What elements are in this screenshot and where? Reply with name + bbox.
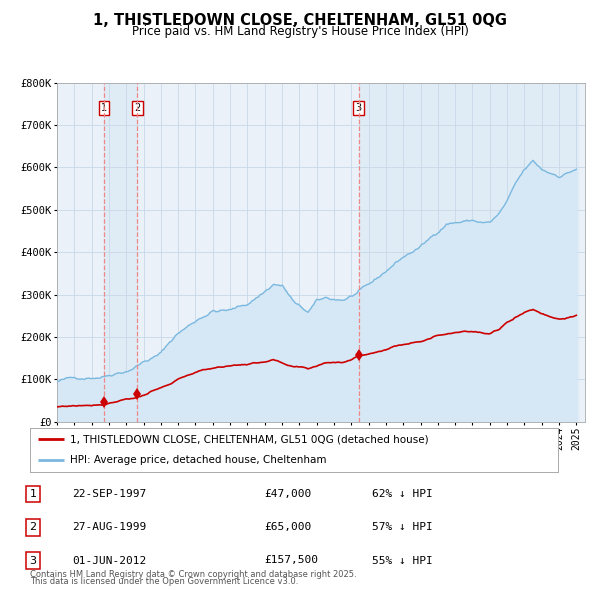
- Text: HPI: Average price, detached house, Cheltenham: HPI: Average price, detached house, Chel…: [70, 455, 326, 466]
- Text: 1: 1: [101, 103, 107, 113]
- Text: 2: 2: [134, 103, 140, 113]
- Text: 3: 3: [356, 103, 362, 113]
- Text: Price paid vs. HM Land Registry's House Price Index (HPI): Price paid vs. HM Land Registry's House …: [131, 25, 469, 38]
- Text: £47,000: £47,000: [264, 489, 311, 499]
- Text: 1, THISTLEDOWN CLOSE, CHELTENHAM, GL51 0QG (detached house): 1, THISTLEDOWN CLOSE, CHELTENHAM, GL51 0…: [70, 434, 428, 444]
- Text: 2: 2: [29, 523, 37, 532]
- Text: 1: 1: [29, 489, 37, 499]
- Text: 62% ↓ HPI: 62% ↓ HPI: [372, 489, 433, 499]
- Text: This data is licensed under the Open Government Licence v3.0.: This data is licensed under the Open Gov…: [30, 578, 298, 586]
- Text: 55% ↓ HPI: 55% ↓ HPI: [372, 556, 433, 565]
- Text: 1, THISTLEDOWN CLOSE, CHELTENHAM, GL51 0QG: 1, THISTLEDOWN CLOSE, CHELTENHAM, GL51 0…: [93, 13, 507, 28]
- Text: £65,000: £65,000: [264, 523, 311, 532]
- Text: 01-JUN-2012: 01-JUN-2012: [72, 556, 146, 565]
- Text: 22-SEP-1997: 22-SEP-1997: [72, 489, 146, 499]
- Text: 57% ↓ HPI: 57% ↓ HPI: [372, 523, 433, 532]
- Text: £157,500: £157,500: [264, 556, 318, 565]
- Text: Contains HM Land Registry data © Crown copyright and database right 2025.: Contains HM Land Registry data © Crown c…: [30, 571, 356, 579]
- Bar: [359, 83, 578, 422]
- Text: 3: 3: [29, 556, 37, 565]
- Text: 27-AUG-1999: 27-AUG-1999: [72, 523, 146, 532]
- Bar: [104, 83, 137, 422]
